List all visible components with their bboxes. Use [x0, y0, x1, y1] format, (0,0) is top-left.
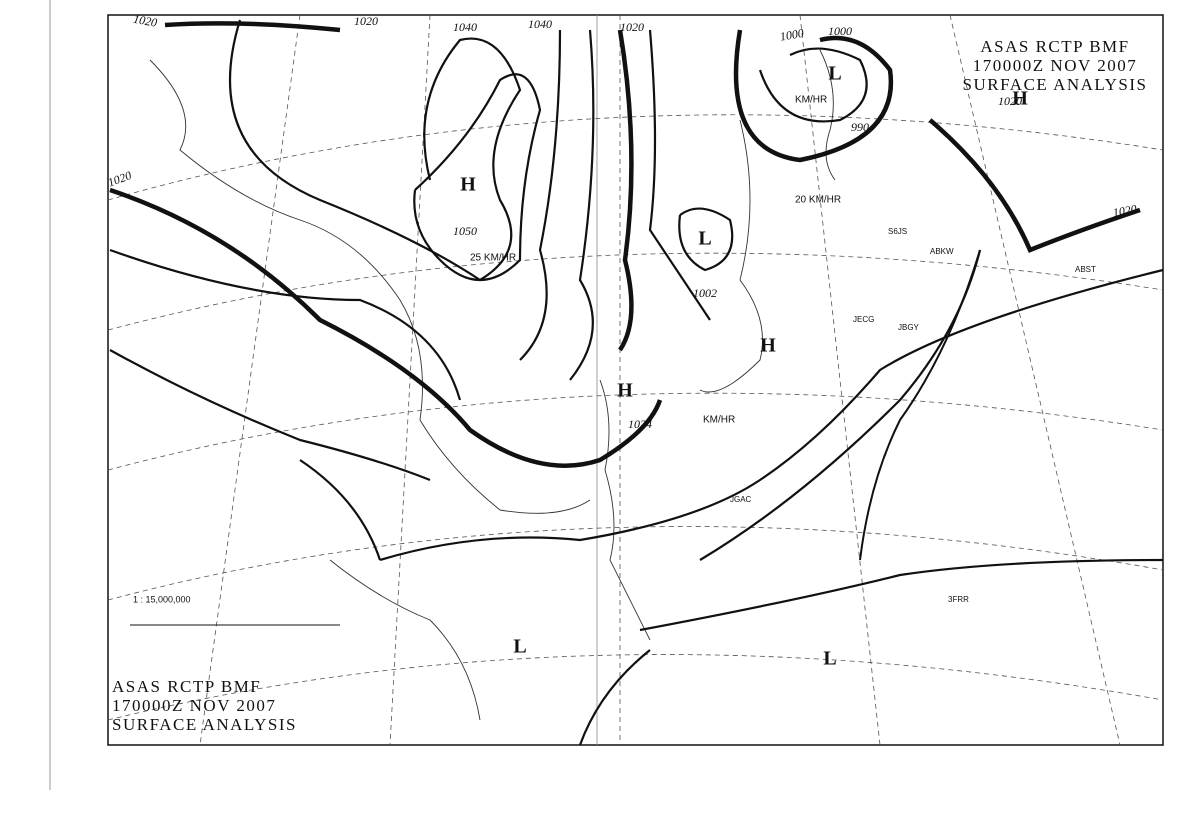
station-id: S6JS: [888, 227, 907, 236]
station-id: JECG: [853, 315, 874, 324]
center-symbol: L: [823, 648, 836, 670]
footer-line: 170000Z NOV 2007: [112, 696, 276, 715]
center-symbol: H: [460, 174, 476, 196]
footer-line: ASAS RCTP BMF: [112, 677, 261, 696]
scale-ratio: 1 : 15,000,000: [133, 594, 191, 604]
footer: ASAS RCTP BMF 170000Z NOV 2007 SURFACE A…: [112, 677, 297, 734]
center-value: 1024: [628, 417, 652, 431]
station-id: ABKW: [930, 247, 954, 256]
motion-label: KM/HR: [795, 95, 827, 106]
scale-bar: 1 : 15,000,000: [130, 594, 340, 626]
isobar-label: 1020: [132, 12, 158, 30]
isobar-label: 1040: [528, 17, 552, 31]
center-symbol: H: [1012, 88, 1028, 110]
station-id: 3FRR: [948, 595, 969, 604]
center-symbol: L: [513, 636, 526, 658]
isobar-label: 1020: [620, 20, 644, 34]
center-value: 1020: [998, 94, 1022, 108]
motion-label: 20 KM/HR: [795, 195, 841, 206]
front: [859, 249, 981, 561]
center-symbol: L: [828, 63, 841, 85]
station-id: JBGY: [898, 323, 920, 332]
isobar-label: 1020: [354, 14, 378, 28]
header-line: 170000Z NOV 2007: [973, 56, 1137, 75]
station-id: ABST: [1075, 265, 1096, 274]
station-id: JGAC: [730, 495, 752, 504]
isobar-label: 1020: [1112, 202, 1138, 220]
isobar-label: 1000: [779, 26, 805, 44]
center-symbol: H: [617, 380, 633, 402]
isobar-label: 1040: [453, 20, 477, 34]
header: ASAS RCTP BMF 170000Z NOV 2007 SURFACE A…: [963, 37, 1148, 94]
footer-line: SURFACE ANALYSIS: [112, 715, 297, 734]
motion-label: KM/HR: [703, 415, 735, 426]
center-value: 990: [851, 120, 869, 134]
map-frame: [107, 14, 1164, 746]
motion-label: 25 KM/HR: [470, 253, 516, 264]
isobar-label: 1020: [106, 168, 133, 189]
header-line: SURFACE ANALYSIS: [963, 75, 1148, 94]
center-symbol: H: [760, 335, 776, 357]
center-symbol: L: [698, 228, 711, 250]
coastlines: [149, 49, 836, 721]
center-value: 1050: [453, 224, 477, 238]
center-value: 1002: [693, 286, 717, 300]
isobars: [109, 19, 1164, 746]
isobar-label: 1000: [828, 24, 852, 38]
header-line: ASAS RCTP BMF: [980, 37, 1129, 56]
graticule: [107, 14, 1164, 746]
